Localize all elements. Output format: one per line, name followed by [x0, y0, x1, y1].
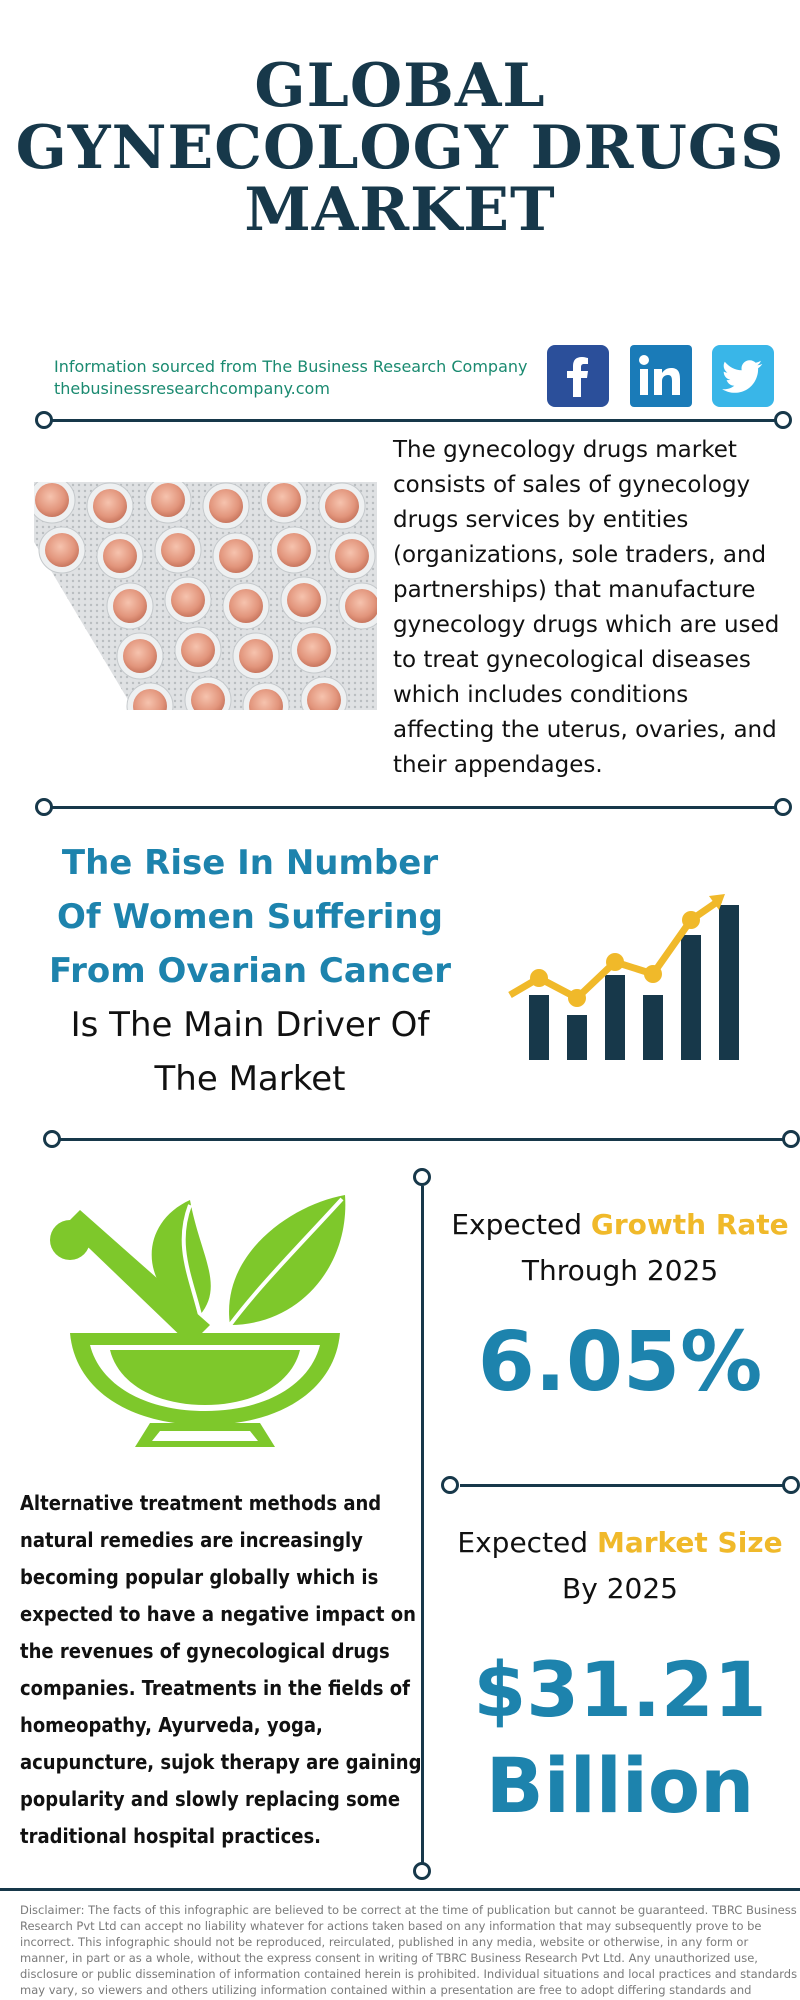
divider-stats — [460, 1484, 790, 1487]
divider-dot — [441, 1476, 459, 1494]
mortar-and-leaves-icon — [50, 1195, 346, 1447]
market-suffix: By 2025 — [562, 1572, 678, 1605]
pill — [181, 633, 215, 667]
divider-lower — [52, 1138, 792, 1141]
facebook-icon[interactable] — [547, 345, 609, 407]
divider-top — [44, 419, 784, 422]
growth-accent: Growth Rate — [590, 1208, 789, 1241]
divider-dot — [413, 1862, 431, 1880]
pill — [239, 639, 273, 673]
driver-rest: Is The Main Driver Of The Market — [70, 1005, 430, 1099]
market-prefix: Expected — [457, 1526, 597, 1559]
market-size-amount: $31.21 — [473, 1645, 767, 1734]
pill — [229, 589, 263, 623]
growth-prefix: Expected — [451, 1208, 591, 1241]
pill — [267, 483, 301, 517]
divider-dot — [35, 798, 53, 816]
pill — [209, 489, 243, 523]
pill — [335, 539, 369, 573]
growth-rate-label: Expected Growth Rate Through 2025 — [440, 1202, 800, 1294]
pill — [219, 539, 253, 573]
pill — [123, 639, 157, 673]
pill — [277, 533, 311, 567]
pill — [249, 689, 283, 710]
disclaimer-text: Disclaimer: The facts of this infographi… — [20, 1903, 798, 2000]
growth-rate-value: 6.05% — [477, 1315, 763, 1410]
footer-divider — [0, 1888, 800, 1891]
pill — [35, 483, 69, 517]
divider-middle — [44, 806, 784, 809]
page-title: GLOBAL GYNECOLOGY DRUGS MARKET — [0, 55, 800, 241]
source-url[interactable]: thebusinessresearchcompany.com — [54, 379, 330, 398]
title-line-3: MARKET — [244, 175, 556, 245]
growth-suffix: Through 2025 — [521, 1254, 719, 1287]
source-info: Information sourced from The Business Re… — [54, 356, 527, 400]
pill — [191, 683, 225, 710]
pill — [307, 683, 341, 710]
pill — [297, 633, 331, 667]
pill — [287, 583, 321, 617]
intro-text: The gynecology drugs market consists of … — [393, 437, 780, 778]
pill — [93, 489, 127, 523]
pill — [345, 589, 377, 623]
divider-dot — [782, 1476, 800, 1494]
linkedin-icon[interactable] — [630, 345, 692, 407]
divider-dot — [35, 411, 53, 429]
driver-highlight: The Rise In Number Of Women Suffering Fr… — [49, 843, 451, 991]
source-line: Information sourced from The Business Re… — [54, 357, 528, 376]
pill — [103, 539, 137, 573]
divider-dot — [774, 798, 792, 816]
divider-dot — [413, 1168, 431, 1186]
pill — [45, 533, 79, 567]
twitter-icon[interactable] — [712, 345, 774, 407]
pill-blister-image — [34, 482, 377, 710]
pill — [113, 589, 147, 623]
market-driver: The Rise In Number Of Women Suffering Fr… — [40, 836, 460, 1106]
market-accent: Market Size — [596, 1526, 783, 1559]
pill — [171, 583, 205, 617]
divider-dot — [782, 1130, 800, 1148]
divider-dot — [43, 1130, 61, 1148]
pill — [133, 689, 167, 710]
market-size-label: Expected Market Size By 2025 — [440, 1520, 800, 1612]
growth-chart-icon — [508, 894, 739, 1060]
vertical-divider — [421, 1186, 424, 1870]
title-line-2: GYNECOLOGY DRUGS — [15, 113, 785, 183]
divider-dot — [774, 411, 792, 429]
pill — [325, 489, 359, 523]
title-line-1: GLOBAL — [254, 51, 546, 121]
market-size-unit: Billion — [485, 1741, 755, 1830]
alternative-treatment-text: Alternative treatment methods and natura… — [20, 1491, 422, 1848]
pill — [161, 533, 195, 567]
market-size-value: $31.21 Billion — [440, 1642, 800, 1834]
pill — [151, 483, 185, 517]
